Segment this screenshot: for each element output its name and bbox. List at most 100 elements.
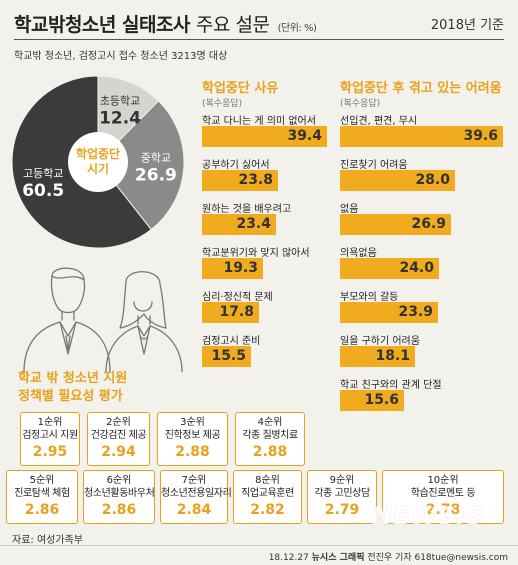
policy-name: 학습진로멘토 등 (410, 488, 476, 499)
pie-slice-middle (97, 100, 185, 231)
pie-value-middle: 26.9 (135, 165, 177, 185)
pie-label-middle: 중학교 (141, 151, 171, 164)
difficulty-bar (340, 346, 415, 367)
difficulty-value: 23.9 (398, 304, 433, 320)
difficulty-label: 없음 (340, 204, 359, 215)
difficulty-label: 일을 구하기 어려움 (340, 336, 420, 347)
policy-score: 2.88 (175, 444, 210, 460)
difficulty-label: 선입견, 편견, 무시 (340, 116, 418, 127)
policy-rank: 6순위 (106, 475, 132, 486)
basis-year: 2018년 기준 (430, 18, 504, 33)
dropout-reason-label: 학교분위기와 맞지 않아서 (202, 248, 310, 259)
policy-name: 청소년활동바우처 (84, 488, 155, 499)
policy-rank: 1순위 (37, 417, 63, 428)
dropout-reason-bar (202, 170, 278, 191)
pie-label-high: 고등학교 (23, 167, 63, 180)
policy-score: 2.88 (252, 444, 288, 460)
policy-score: 2.95 (32, 444, 68, 460)
difficulty-value: 15.6 (364, 392, 399, 408)
dropout-reasons-title: 학업중단 사유 (202, 81, 279, 96)
policy-name: 각종 고민상담 (314, 488, 370, 499)
policy-name: 진학정보 제공 (164, 430, 221, 441)
dropout-reason-label: 원하는 것을 배우려고 (202, 204, 292, 215)
policy-rank-card: 8순위 직업교육훈련 2.82 (233, 470, 302, 524)
policy-name: 각종 질병치료 (242, 430, 298, 441)
policy-ranking-title: 학교 밖 청소년 지원 정책별 필요성 평가 (18, 370, 127, 406)
dropout-reason-label: 검정고시 준비 (202, 336, 261, 347)
pie-center-hole (68, 132, 128, 192)
pie-value-high: 60.5 (22, 181, 64, 201)
dropout-reasons-subtitle: (복수응답) (202, 99, 243, 109)
footer-divider (0, 545, 518, 546)
policy-score: 2.94 (101, 444, 136, 460)
title-light: 주요 설문 (196, 14, 270, 36)
credit-date: 18.12.27 (268, 553, 309, 563)
pie-value-elementary: 12.4 (99, 108, 141, 128)
page-title: 학교밖청소년 실태조사 주요 설문 (단위: %) (14, 10, 317, 37)
policy-name: 청소년전용일자리 (161, 488, 232, 499)
dropout-reason-bar (202, 302, 259, 323)
dropout-reason-value: 39.4 (287, 128, 322, 144)
policy-rank: 9순위 (329, 475, 355, 486)
policy-score: 2.86 (24, 502, 60, 518)
difficulty-value: 39.6 (463, 128, 498, 144)
policy-rank: 10순위 (427, 475, 459, 486)
dropout-reason-value: 17.8 (219, 304, 254, 320)
dropout-reason-bar (202, 258, 263, 279)
policy-rank: 5순위 (29, 475, 55, 486)
policy-rank-card: 4순위 각종 질병치료 2.88 (235, 412, 305, 466)
pie-center-title-line1: 학업중단 (76, 146, 120, 161)
difficulty-value: 18.1 (375, 348, 410, 364)
policy-score: 2.84 (176, 502, 212, 518)
policy-name: 건강검진 제공 (90, 430, 147, 441)
difficulty-value: 24.0 (399, 260, 434, 276)
difficulty-bar (340, 302, 438, 323)
difficulty-bar (340, 258, 439, 279)
source-note: 자료: 여성가족부 (12, 535, 83, 546)
policy-title-line1: 학교 밖 청소년 지원 (18, 371, 128, 386)
unit-label: (단위: %) (277, 23, 317, 34)
survey-subject: 학교밖 청소년, 검정고시 접수 청소년 3213명 대상 (14, 51, 228, 62)
dropout-reason-label: 공부하기 싫어서 (202, 160, 270, 171)
pie-center-title-line2: 시기 (87, 161, 109, 176)
dropout-reason-label: 심리·정신적 문제 (202, 292, 273, 303)
policy-name: 진로탐색 체험 (14, 488, 70, 499)
dropout-reason-label: 학교 다니는 게 의미 없어서 (202, 116, 316, 127)
difficulties-title: 학업중단 후 겪고 있는 어려움 (340, 81, 502, 96)
newsis-watermark: NEWSIS (372, 502, 485, 530)
difficulty-value: 28.0 (415, 172, 450, 188)
difficulty-value: 26.9 (411, 216, 446, 232)
policy-score: 2.86 (101, 502, 137, 518)
title-main: 학교밖청소년 실태조사 (14, 14, 190, 36)
difficulty-label: 의욕없음 (340, 248, 377, 259)
policy-score: 2.78 (425, 502, 461, 518)
pie-label-elementary: 초등학교 (100, 94, 140, 107)
dropout-reason-value: 23.4 (236, 216, 271, 232)
dropout-reason-bar (202, 126, 327, 147)
dropout-reason-bar (202, 346, 251, 367)
policy-rank: 7순위 (181, 475, 207, 486)
policy-rank-card: 1순위 검정고시 지원 2.95 (20, 412, 80, 466)
policy-name: 직업교육훈련 (241, 488, 294, 499)
policy-title-line2: 정책별 필요성 평가 (18, 389, 123, 404)
policy-rank: 8순위 (255, 475, 280, 486)
policy-rank: 3순위 (180, 417, 205, 428)
credit-line: 18.12.27 뉴시스 그래픽 전진우 기자 618tue@newsis.co… (269, 550, 508, 563)
dropout-reason-bar (202, 214, 276, 235)
dropout-reason-value: 23.8 (238, 172, 273, 188)
difficulties-subtitle: (복수응답) (340, 99, 381, 109)
difficulty-label: 부모와의 갈등 (340, 292, 399, 303)
difficulty-bar (340, 390, 404, 411)
students-illustration (23, 267, 183, 372)
credit-agency: 뉴시스 그래픽 (311, 553, 365, 563)
policy-score: 2.79 (324, 502, 360, 518)
dropout-reason-value: 19.3 (223, 260, 258, 276)
policy-rank: 2순위 (106, 417, 131, 428)
